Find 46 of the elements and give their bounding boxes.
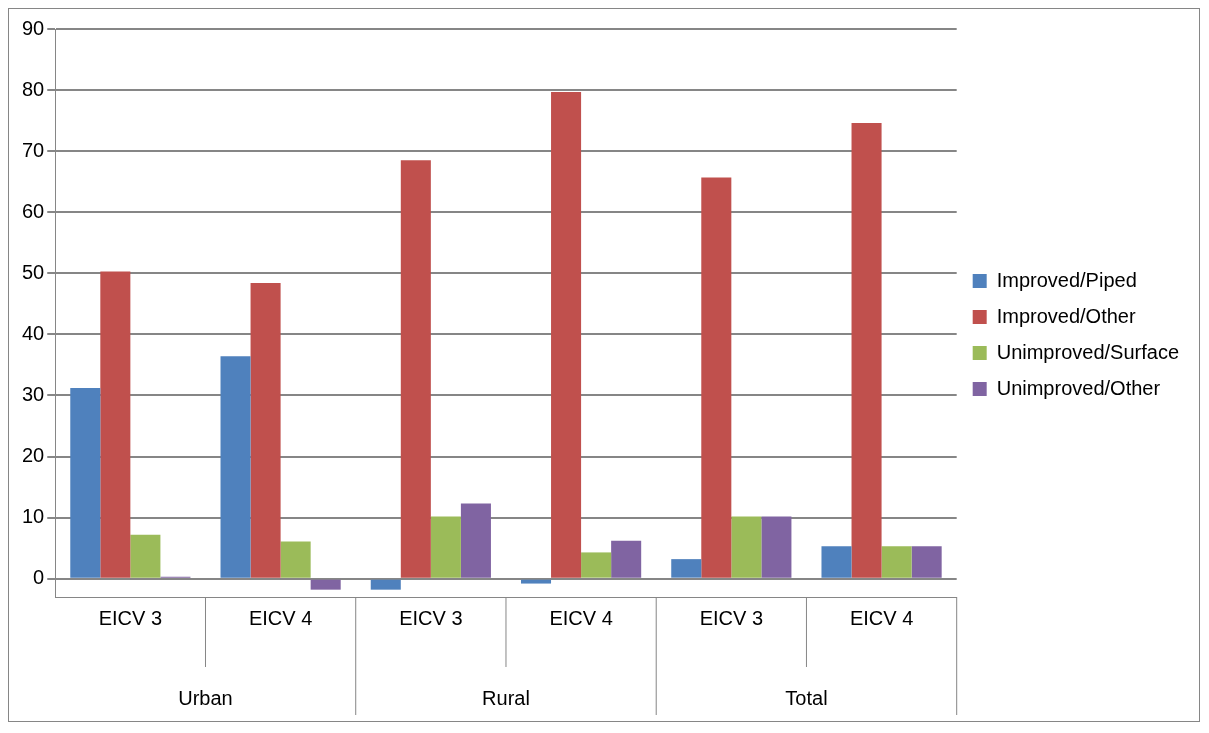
- bar: [551, 91, 582, 578]
- x-tick-label: EICV 4: [248, 606, 313, 629]
- bar: [581, 552, 612, 578]
- bar: [821, 546, 852, 578]
- text: Rural: [482, 686, 530, 709]
- bar: [911, 546, 942, 578]
- x-tick-label: EICV 3: [98, 606, 163, 629]
- legend-label: Unimproved/Other: [996, 376, 1161, 399]
- bar: [400, 160, 431, 578]
- text: Urban: [178, 686, 233, 709]
- bar: [460, 503, 491, 578]
- bar: [761, 516, 792, 578]
- bar: [220, 356, 251, 578]
- legend-label: Unimproved/Surface: [996, 340, 1180, 363]
- legend-label: Improved/Other: [996, 304, 1136, 327]
- bar: [430, 516, 461, 578]
- y-tick-label: 40: [22, 321, 45, 344]
- y-tick-label: 20: [22, 444, 45, 467]
- y-tick-label: 10: [22, 505, 45, 528]
- y-tick-label: 90: [22, 16, 45, 39]
- bar: [611, 540, 642, 578]
- y-tick-label: 50: [22, 260, 45, 283]
- bar: [701, 177, 732, 578]
- bar: [130, 534, 161, 578]
- bar: [100, 271, 131, 578]
- bar: [671, 559, 702, 578]
- legend-label: Improved/Piped: [996, 268, 1137, 291]
- text: Total: [785, 686, 828, 709]
- bar: [250, 283, 281, 578]
- x-tick-label: EICV 3: [699, 606, 764, 629]
- bar: [310, 579, 341, 590]
- bar: [70, 388, 101, 578]
- bar: [731, 516, 762, 578]
- x-tick-label: EICV 4: [849, 606, 914, 629]
- y-tick-label: 0: [33, 566, 45, 589]
- y-tick-label: 80: [22, 77, 45, 100]
- bar: [521, 579, 552, 584]
- x-tick-label: EICV 3: [399, 606, 463, 629]
- bar: [280, 541, 311, 578]
- y-tick-label: 30: [22, 382, 45, 405]
- bar: [851, 123, 882, 578]
- y-tick-label: 70: [22, 138, 45, 161]
- bar: [881, 546, 912, 578]
- y-tick-label: 60: [22, 199, 45, 222]
- x-tick-label: EICV 4: [549, 606, 613, 629]
- bar: [370, 579, 401, 590]
